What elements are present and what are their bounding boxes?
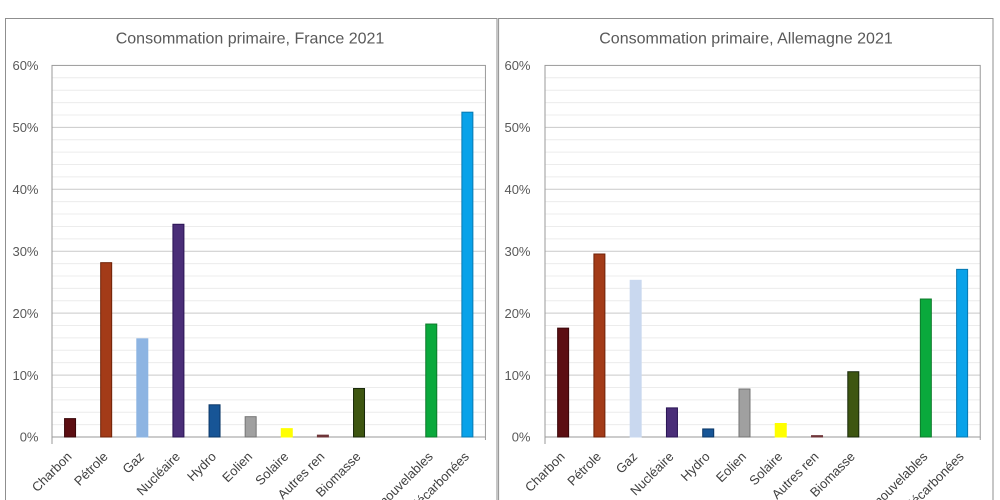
svg-text:60%: 60%: [504, 58, 530, 73]
svg-text:50%: 50%: [12, 120, 38, 135]
svg-text:40%: 40%: [12, 182, 38, 197]
svg-text:10%: 10%: [12, 368, 38, 383]
svg-text:30%: 30%: [12, 244, 38, 259]
svg-text:20%: 20%: [12, 306, 38, 321]
svg-text:0%: 0%: [512, 430, 531, 445]
svg-text:10%: 10%: [504, 368, 530, 383]
svg-text:Consommation primaire, France: Consommation primaire, France 2021: [116, 31, 385, 48]
svg-text:60%: 60%: [12, 58, 38, 73]
svg-text:30%: 30%: [504, 244, 530, 259]
svg-text:Consommation primaire, Allemag: Consommation primaire, Allemagne 2021: [599, 31, 893, 48]
svg-text:40%: 40%: [504, 182, 530, 197]
svg-text:20%: 20%: [504, 306, 530, 321]
svg-text:0%: 0%: [20, 430, 39, 445]
svg-text:50%: 50%: [504, 120, 530, 135]
